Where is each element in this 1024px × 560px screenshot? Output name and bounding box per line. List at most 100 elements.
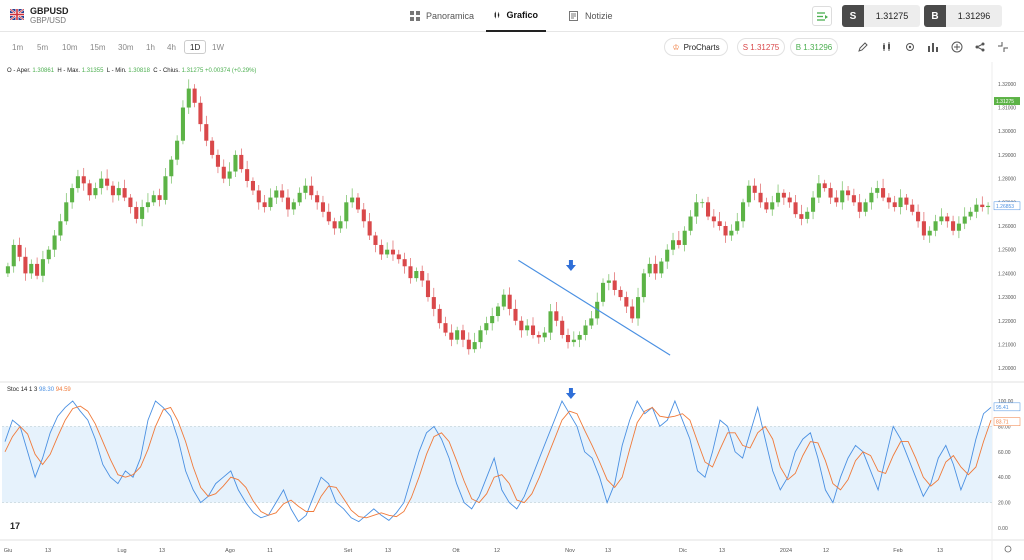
timeframe-10m[interactable]: 10m xyxy=(62,42,78,52)
stoch-k-tag: 95.41 xyxy=(996,405,1009,411)
candle-body xyxy=(857,202,862,212)
stoch-tick-label: 100.00 xyxy=(998,399,1014,405)
close-value: 1.31275 xyxy=(181,68,204,74)
candle-body xyxy=(180,107,185,141)
stoch-tick-label: 80.00 xyxy=(998,424,1011,430)
tv-logo-glyph: 17 xyxy=(10,521,20,531)
timeframe-5m[interactable]: 5m xyxy=(37,42,49,52)
candle-body xyxy=(490,316,495,324)
sell-price-button[interactable]: S 1.31275 xyxy=(842,5,920,27)
stoch-d-tag: 83.71 xyxy=(996,420,1009,426)
candle-body xyxy=(840,190,845,203)
candle-body xyxy=(916,211,921,222)
pencil-icon[interactable] xyxy=(857,41,869,53)
buy-price-button[interactable]: B 1.31296 xyxy=(924,5,1002,27)
price-chart[interactable]: 1.320001.310001.300001.290001.280001.270… xyxy=(0,62,1024,560)
timeframe-30m[interactable]: 30m xyxy=(118,42,134,52)
timeframe-1h[interactable]: 1h xyxy=(146,42,155,52)
candle-body xyxy=(752,185,757,193)
candle-body xyxy=(612,280,617,290)
candle-body xyxy=(525,325,530,331)
price-tick-label: 1.21000 xyxy=(998,342,1016,348)
candle-body xyxy=(624,297,629,307)
symbol-subtitle: GBP/USD xyxy=(30,16,67,25)
candle-body xyxy=(367,221,372,236)
trendline[interactable] xyxy=(518,259,671,356)
tab-label: Grafico xyxy=(506,10,538,20)
candle-body xyxy=(665,249,670,262)
candle-body xyxy=(892,202,897,208)
time-tick-label: Giu xyxy=(4,548,13,554)
timeframe-4h[interactable]: 4h xyxy=(167,42,176,52)
candle-body xyxy=(250,180,256,191)
time-tick-label: 11 xyxy=(267,548,273,554)
candle-body xyxy=(484,323,489,331)
price-tick-label: 1.20000 xyxy=(998,366,1016,372)
tab-panoramica[interactable]: Panoramica xyxy=(410,0,474,32)
settings-gear-icon[interactable] xyxy=(904,41,916,53)
candle-body xyxy=(927,230,932,236)
stoch-tick-label: 60.00 xyxy=(998,450,1011,456)
buy-value: 1.31296 xyxy=(946,5,1002,27)
candle-body xyxy=(513,308,518,321)
price-tags: 1.31275 1.26853 95.41 83.71 xyxy=(993,97,1021,426)
candle-body xyxy=(758,192,763,203)
candle-body xyxy=(799,214,804,219)
candle-body xyxy=(110,185,115,196)
candle-body xyxy=(373,235,378,245)
candle-body xyxy=(589,318,594,326)
crown-icon: ♔ xyxy=(672,42,680,52)
price-tick-label: 1.26000 xyxy=(998,224,1016,230)
stoch-tick-label: 20.00 xyxy=(998,501,1011,507)
collapse-icon[interactable] xyxy=(997,41,1009,53)
candle-body xyxy=(309,185,314,196)
candle-body xyxy=(245,169,250,181)
time-tick-label: 13 xyxy=(159,548,165,554)
timeframe-15m[interactable]: 15m xyxy=(90,42,106,52)
tab-grafico[interactable]: Grafico xyxy=(486,0,546,32)
buy-pill-button[interactable]: B 1.31296 xyxy=(790,38,838,56)
price-tick-label: 1.30000 xyxy=(998,129,1016,135)
candle-body xyxy=(501,294,506,307)
tab-notizie[interactable]: Notizie xyxy=(569,0,613,32)
axis-settings-icon xyxy=(1004,545,1012,553)
candle-body xyxy=(851,195,856,203)
price-tick-label: 1.32000 xyxy=(998,82,1016,88)
bar-chart-icon[interactable] xyxy=(927,41,939,53)
candle-body xyxy=(35,263,40,276)
candle-body xyxy=(910,204,915,212)
buy-label: B xyxy=(924,5,946,27)
candle-body xyxy=(425,280,431,298)
prochart-button[interactable]: ♔ ProCharts xyxy=(664,38,728,56)
add-circle-icon[interactable] xyxy=(951,41,963,53)
indicators-icon[interactable] xyxy=(881,41,893,53)
candle-body xyxy=(443,323,448,333)
timeframe-1m[interactable]: 1m xyxy=(12,42,24,52)
candle-body xyxy=(338,221,343,229)
candle-body xyxy=(886,197,891,203)
candle-body xyxy=(530,325,536,335)
candle-body xyxy=(40,259,45,276)
sell-pill-button[interactable]: S 1.31275 xyxy=(737,38,785,56)
last-price-tag: 1.31275 xyxy=(996,99,1014,105)
candle-body xyxy=(99,178,104,189)
price-tick-label: 1.28000 xyxy=(998,177,1016,183)
candle-body xyxy=(548,311,553,333)
candle-body xyxy=(385,249,390,255)
candle-body xyxy=(29,263,34,274)
watchlist-menu-button[interactable] xyxy=(812,6,832,26)
candle-body xyxy=(128,197,133,208)
candle-body xyxy=(986,205,991,208)
candle-body xyxy=(834,197,839,203)
candle-body xyxy=(262,202,267,208)
share-icon[interactable] xyxy=(974,41,986,53)
price-tick-label: 1.23000 xyxy=(998,295,1016,301)
timeframe-1d[interactable]: 1D xyxy=(184,40,207,54)
candle-body xyxy=(670,240,676,250)
candle-body xyxy=(542,332,547,338)
candle-body xyxy=(151,195,156,203)
time-tick-label: 13 xyxy=(937,548,943,554)
stoch-k-tag-bg xyxy=(993,402,1021,412)
candle-body xyxy=(980,204,985,208)
timeframe-1w[interactable]: 1W xyxy=(212,42,224,52)
